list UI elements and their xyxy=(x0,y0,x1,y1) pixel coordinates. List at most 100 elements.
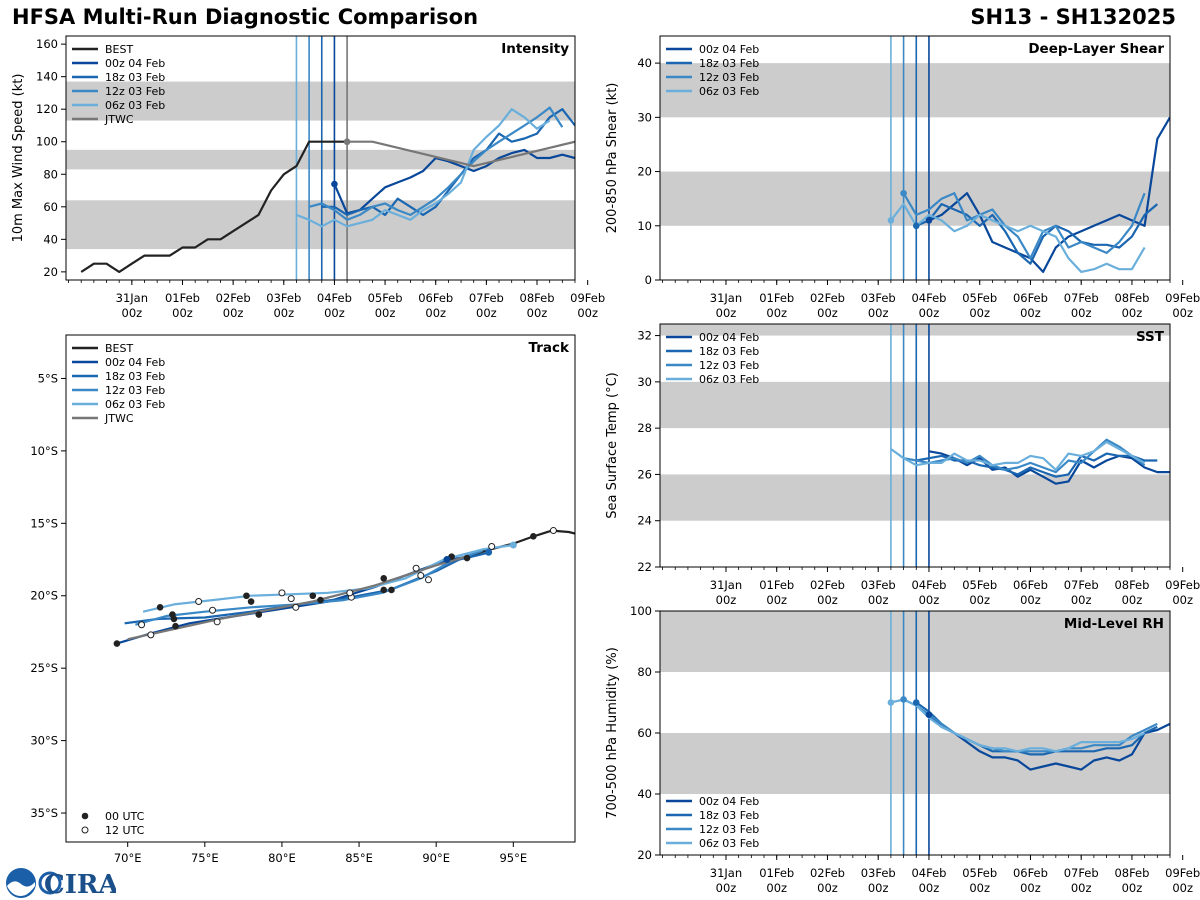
legend-label: 06z 03 Feb xyxy=(105,398,165,411)
track-point-00utc xyxy=(172,622,179,630)
y-tick-label: 100 xyxy=(36,135,58,149)
y-tick-label: 80 xyxy=(43,167,58,181)
x-tick-hour-label: 00z xyxy=(817,593,838,607)
axes-frame xyxy=(65,35,576,281)
track-point-00utc xyxy=(380,586,388,594)
x-tick-label: 01Feb xyxy=(759,866,794,880)
track-point-12utc xyxy=(292,603,300,611)
y-tick-label: 5°S xyxy=(38,371,58,385)
y-tick-label: 15°S xyxy=(30,516,58,530)
cira-logo: CIRA xyxy=(6,868,116,900)
track-point-12utc xyxy=(412,564,420,572)
legend-label: 00z 04 Feb xyxy=(699,795,759,808)
x-tick-hour-label: 00z xyxy=(766,881,787,895)
shaded-band xyxy=(660,63,1170,118)
y-tick-label: 10 xyxy=(637,219,652,233)
init-marker xyxy=(912,222,920,230)
track-point-12utc xyxy=(287,595,295,603)
y-axis-label: Sea Surface Temp (°C) xyxy=(605,372,620,519)
y-tick-label: 0 xyxy=(645,273,652,287)
legend-label: 12z 03 Feb xyxy=(699,823,759,836)
x-tick-label: 75°E xyxy=(191,851,219,865)
legend-label: 18z 03 Feb xyxy=(699,345,759,358)
y-tick-label: 20 xyxy=(43,265,58,279)
x-tick-label: 31Jan xyxy=(116,291,148,305)
legend-label: 12z 03 Feb xyxy=(699,71,759,84)
x-tick-label: 05Feb xyxy=(962,866,997,880)
x-tick-hour-label: 00z xyxy=(1122,881,1143,895)
x-tick-label: 08Feb xyxy=(1114,866,1149,880)
track-point-12utc xyxy=(138,621,146,629)
legend-label: 06z 03 Feb xyxy=(699,837,759,850)
x-tick-label: 05Feb xyxy=(962,291,997,305)
y-tick-label: 26 xyxy=(637,467,652,481)
y-tick-label: 40 xyxy=(637,56,652,70)
x-tick-hour-label: 00z xyxy=(223,306,244,320)
x-tick-label: 09Feb xyxy=(1165,291,1200,305)
track-point-12utc xyxy=(549,527,557,535)
legend-label: 18z 03 Feb xyxy=(699,57,759,70)
x-tick-hour-label: 00z xyxy=(1020,881,1041,895)
track-point-12utc xyxy=(488,542,496,550)
x-tick-hour-label: 00z xyxy=(1071,306,1092,320)
x-tick-label: 01Feb xyxy=(165,291,200,305)
noaa-wave xyxy=(7,881,35,896)
panel-title: Intensity xyxy=(501,41,569,57)
panel-title: Mid-Level RH xyxy=(1064,616,1164,632)
series-line-18z-03-feb xyxy=(916,452,1158,478)
init-marker xyxy=(925,217,933,224)
x-tick-label: 06Feb xyxy=(1013,866,1048,880)
x-tick-label: 09Feb xyxy=(1165,866,1200,880)
shaded-band xyxy=(66,149,575,170)
x-tick-hour-label: 00z xyxy=(1122,593,1143,607)
x-tick-hour-label: 00z xyxy=(172,306,193,320)
shaded-band xyxy=(660,381,1170,429)
y-tick-label: 40 xyxy=(637,787,652,801)
x-tick-hour-label: 00z xyxy=(1172,593,1193,607)
series-line-00z-04-feb xyxy=(333,148,575,215)
x-tick-label: 09Feb xyxy=(570,291,605,305)
series-line-00z-04-feb xyxy=(928,713,1170,771)
series-line-06z-03-feb xyxy=(890,203,1146,273)
utc-legend-00-marker xyxy=(81,812,89,820)
x-tick-hour-label: 00z xyxy=(766,593,787,607)
track-point-00utc xyxy=(388,586,395,594)
y-axis-label: 200-850 hPa Shear (kt) xyxy=(605,83,620,234)
legend-label: 18z 03 Feb xyxy=(105,71,165,84)
track-point-00utc xyxy=(243,592,250,600)
x-tick-label: 01Feb xyxy=(759,291,794,305)
y-tick-label: 20°S xyxy=(30,589,58,603)
x-tick-label: 01Feb xyxy=(759,578,794,592)
series-line-18z-03-feb xyxy=(915,203,1159,265)
track-line-best xyxy=(466,529,575,558)
x-tick-hour-label: 00z xyxy=(868,593,889,607)
y-tick-label: 60 xyxy=(637,726,652,740)
legend-label: 00z 04 Feb xyxy=(699,43,759,56)
y-tick-label: 35°S xyxy=(30,806,58,820)
legend-label: 12z 03 Feb xyxy=(105,85,165,98)
track-point-00utc xyxy=(255,611,263,618)
x-tick-label: 08Feb xyxy=(520,291,555,305)
x-tick-hour-label: 00z xyxy=(273,306,294,320)
series-line-00z-04-feb xyxy=(928,450,1170,485)
x-tick-label: 03Feb xyxy=(861,866,896,880)
legend-label: 00z 04 Feb xyxy=(699,331,759,344)
plot-area-track xyxy=(113,527,575,647)
axes-frame xyxy=(659,35,1171,281)
x-tick-hour-label: 00z xyxy=(716,306,737,320)
series-line-12z-03-feb xyxy=(902,192,1146,260)
track-point-12utc xyxy=(346,589,354,597)
shaded-band xyxy=(66,81,575,121)
init-marker xyxy=(912,699,920,706)
utc-legend-00-label: 00 UTC xyxy=(105,810,145,823)
x-tick-hour-label: 00z xyxy=(868,881,889,895)
legend-label: BEST xyxy=(105,342,133,355)
y-tick-label: 30°S xyxy=(30,734,58,748)
init-marker xyxy=(887,217,895,224)
x-tick-label: 90°E xyxy=(422,851,450,865)
storm-id: SH13 - SH132025 xyxy=(970,5,1176,29)
x-tick-hour-label: 00z xyxy=(1020,593,1041,607)
x-tick-hour-label: 00z xyxy=(324,306,345,320)
series-line-12z-03-feb xyxy=(308,106,564,221)
plot-area-rh xyxy=(660,611,1170,855)
